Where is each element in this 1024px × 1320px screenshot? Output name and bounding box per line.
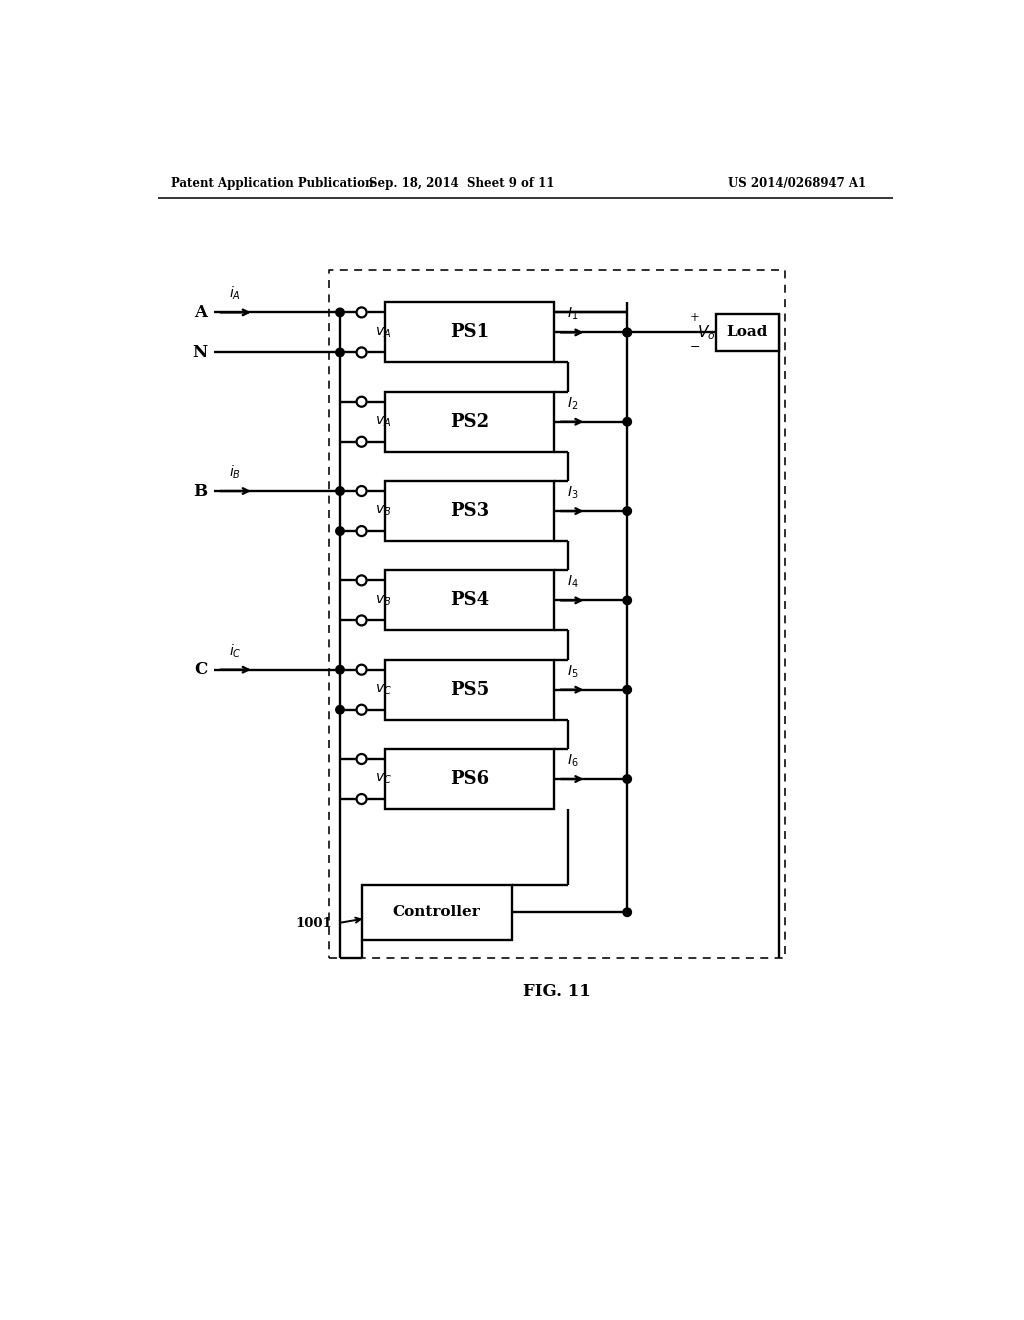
Circle shape: [356, 795, 367, 804]
Text: +: +: [690, 312, 700, 325]
Text: PS3: PS3: [450, 502, 488, 520]
Circle shape: [336, 487, 344, 495]
Circle shape: [623, 775, 632, 783]
Bar: [385, 302, 554, 363]
Text: −: −: [690, 341, 700, 354]
Text: $I_5$: $I_5$: [567, 663, 579, 680]
Text: Load: Load: [727, 326, 768, 339]
Circle shape: [356, 576, 367, 585]
Text: $v_B$: $v_B$: [375, 504, 391, 519]
Text: $I_6$: $I_6$: [567, 752, 579, 770]
Text: PS1: PS1: [450, 323, 488, 342]
Text: PS4: PS4: [450, 591, 488, 610]
Text: $v_C$: $v_C$: [375, 772, 391, 787]
Circle shape: [623, 329, 632, 337]
Text: PS6: PS6: [450, 770, 488, 788]
Circle shape: [356, 397, 367, 407]
Text: Patent Application Publication: Patent Application Publication: [171, 177, 373, 190]
Text: 1001: 1001: [296, 916, 333, 929]
Text: $v_C$: $v_C$: [375, 682, 391, 697]
Text: $I_1$: $I_1$: [567, 306, 579, 322]
Text: $I_3$: $I_3$: [567, 484, 579, 502]
Text: US 2014/0268947 A1: US 2014/0268947 A1: [728, 177, 866, 190]
Text: PS5: PS5: [450, 681, 489, 698]
Circle shape: [623, 329, 632, 337]
Text: $i_C$: $i_C$: [229, 643, 242, 660]
Text: $v_A$: $v_A$: [375, 325, 391, 339]
Circle shape: [356, 615, 367, 626]
Circle shape: [356, 527, 367, 536]
Bar: [385, 660, 554, 719]
Bar: [385, 748, 554, 809]
Circle shape: [336, 527, 344, 536]
Text: $I_2$: $I_2$: [567, 395, 579, 412]
Text: PS2: PS2: [450, 413, 488, 430]
Bar: [361, 884, 512, 940]
Circle shape: [356, 308, 367, 317]
Circle shape: [623, 908, 632, 916]
Circle shape: [336, 308, 344, 317]
Text: $V_o$: $V_o$: [697, 323, 716, 342]
Circle shape: [336, 348, 344, 356]
Circle shape: [356, 437, 367, 446]
Text: C: C: [195, 661, 208, 678]
Circle shape: [356, 705, 367, 714]
Text: $v_B$: $v_B$: [375, 593, 391, 607]
Bar: [385, 570, 554, 631]
Circle shape: [623, 507, 632, 515]
Text: Controller: Controller: [393, 906, 480, 919]
Text: $I_4$: $I_4$: [567, 574, 579, 590]
Circle shape: [356, 754, 367, 764]
Text: $i_A$: $i_A$: [229, 285, 242, 302]
Text: $v_A$: $v_A$: [375, 414, 391, 429]
Text: FIG. 11: FIG. 11: [523, 983, 591, 1001]
Bar: [385, 392, 554, 451]
Text: N: N: [193, 345, 208, 360]
Circle shape: [336, 665, 344, 675]
Circle shape: [336, 705, 344, 714]
Circle shape: [356, 486, 367, 496]
Text: A: A: [195, 304, 208, 321]
Circle shape: [623, 685, 632, 694]
Text: Sep. 18, 2014  Sheet 9 of 11: Sep. 18, 2014 Sheet 9 of 11: [369, 177, 554, 190]
Bar: [385, 480, 554, 541]
Bar: [716, 314, 779, 351]
Text: $i_B$: $i_B$: [229, 463, 242, 480]
Circle shape: [623, 417, 632, 426]
Circle shape: [623, 597, 632, 605]
Circle shape: [356, 347, 367, 358]
Circle shape: [356, 665, 367, 675]
Text: B: B: [194, 483, 208, 499]
